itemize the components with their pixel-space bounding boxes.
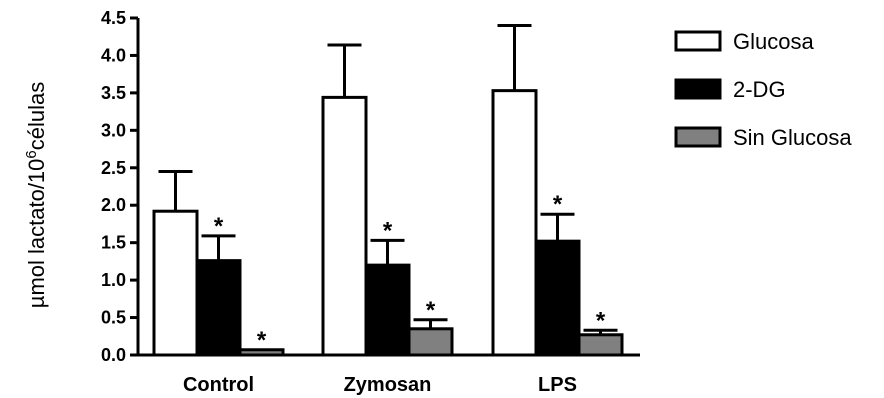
legend-label: Sin Glucosa	[733, 125, 852, 150]
significance-asterisk: *	[257, 327, 267, 354]
y-tick-label: 0.0	[101, 345, 126, 365]
legend-label: 2-DG	[733, 77, 786, 102]
bar-lps-sin-glucosa	[577, 333, 624, 357]
x-category-label: Zymosan	[344, 374, 432, 396]
significance-asterisk: *	[596, 307, 606, 334]
bar-control-glucosa	[152, 209, 199, 357]
y-tick-label: 2.5	[101, 158, 126, 178]
legend-swatch	[674, 126, 722, 148]
y-tick-label: 2.0	[101, 195, 126, 215]
legend-label: Glucosa	[733, 29, 814, 54]
bar-zymosan-sin-glucosa	[407, 327, 454, 357]
bar-control-2-dg	[195, 259, 242, 357]
bar-lps-2-dg	[534, 239, 581, 357]
y-tick-label: 4.5	[101, 8, 126, 28]
legend: Glucosa 2-DG Sin Glucosa	[674, 29, 852, 150]
x-category-label: LPS	[538, 374, 577, 396]
bar-zymosan-glucosa	[321, 95, 368, 357]
y-tick-label: 3.5	[101, 83, 126, 103]
y-tick-label: 1.5	[101, 233, 126, 253]
y-axis-label: µmol lactato/106células	[23, 82, 49, 308]
bar-zymosan-2-dg	[364, 263, 411, 357]
y-tick-label: 3.0	[101, 120, 126, 140]
significance-marks-group: * * * * * *	[214, 191, 606, 354]
bar-lps-glucosa	[491, 89, 538, 357]
significance-asterisk: *	[553, 191, 563, 218]
x-axis-labels: Control Zymosan LPS	[183, 374, 577, 396]
error-bars-group	[158, 23, 618, 335]
y-tick-label: 4.0	[101, 45, 126, 65]
y-axis-ticks: 0.0 0.5 1.0 1.5 2.0 2.5 3.0 3.5 4.0 4.5	[101, 8, 138, 365]
x-category-label: Control	[183, 374, 254, 396]
y-tick-label: 1.0	[101, 270, 126, 290]
axes-group	[136, 18, 640, 357]
significance-asterisk: *	[426, 297, 436, 324]
significance-asterisk: *	[383, 217, 393, 244]
legend-swatch	[674, 78, 722, 100]
y-axis-label-unit: células	[24, 82, 49, 150]
y-axis-label-main: µmol lactato/10	[24, 159, 49, 309]
y-tick-label: 0.5	[101, 308, 126, 328]
legend-swatch	[674, 30, 722, 52]
y-axis-label-superscript: 6	[23, 150, 40, 158]
significance-asterisk: *	[214, 213, 224, 240]
